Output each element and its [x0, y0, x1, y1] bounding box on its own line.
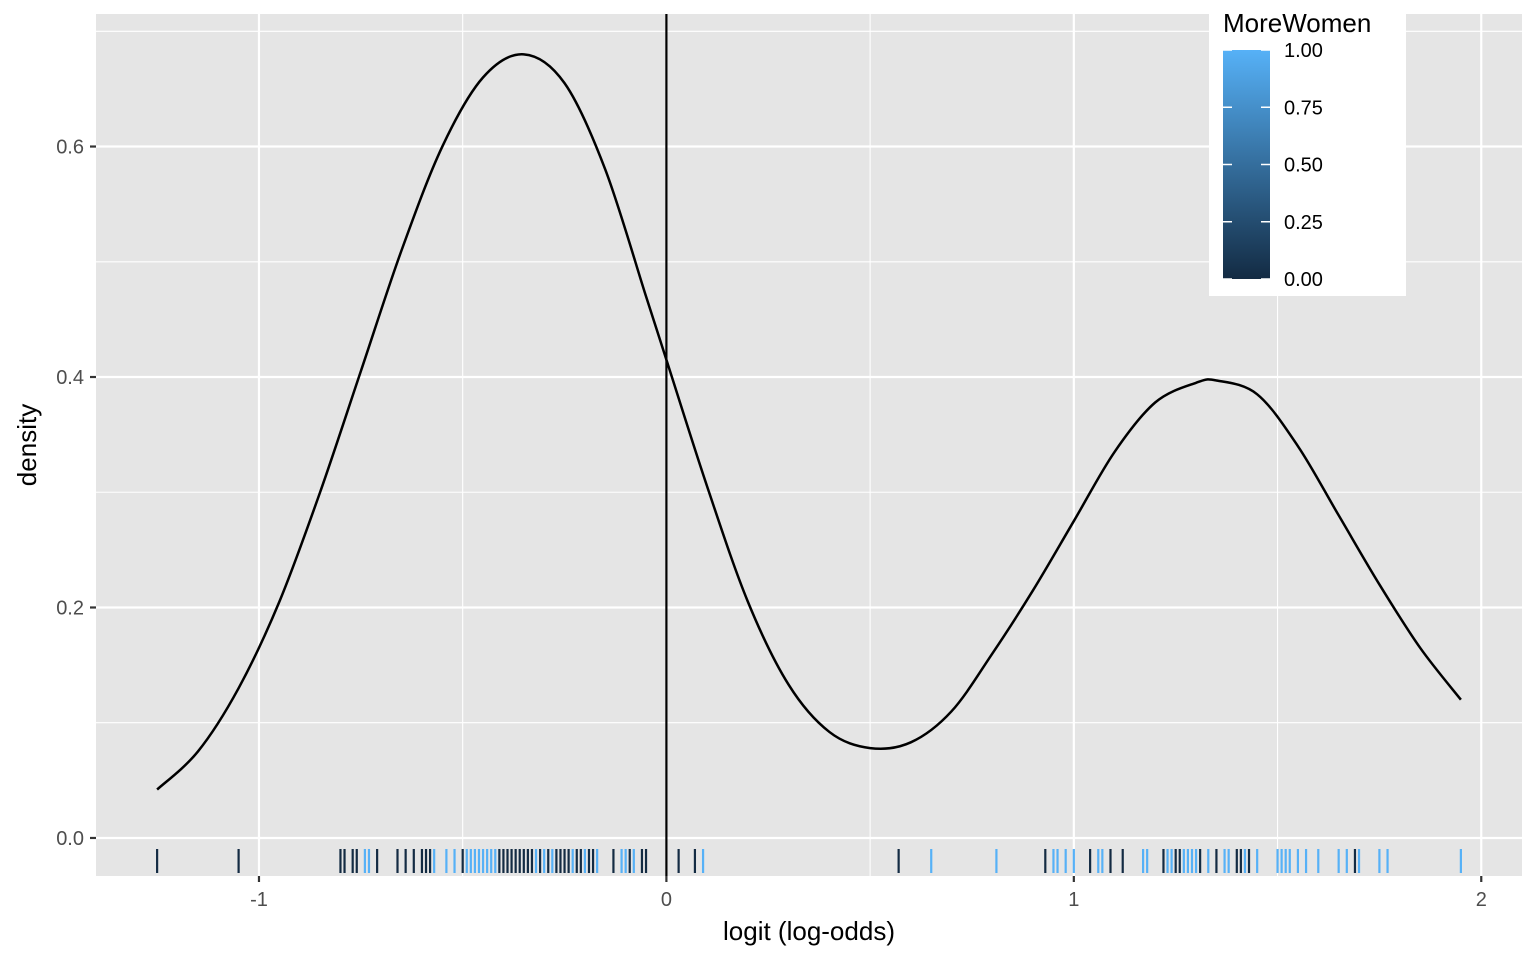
y-tick-label: 0.2 — [56, 597, 84, 619]
y-tick-label: 0.0 — [56, 828, 84, 850]
legend-tick-label: 0.25 — [1284, 212, 1323, 234]
legend-title: MoreWomen — [1223, 8, 1371, 38]
legend-tick-label: 0.00 — [1284, 269, 1323, 291]
legend: MoreWomen 1.00 0.75 0.50 0.25 0.00 — [1209, 6, 1406, 296]
y-tick-label: 0.4 — [56, 367, 84, 389]
x-tick-label: 0 — [661, 889, 672, 911]
x-tick-label: 2 — [1476, 889, 1487, 911]
x-tick-label: -1 — [250, 889, 268, 911]
x-axis-title: logit (log-odds) — [723, 916, 895, 946]
density-curve — [156, 53, 1462, 791]
legend-tick-label: 0.75 — [1284, 97, 1323, 119]
y-axis-ticks: 0.0 0.2 0.4 0.6 — [56, 137, 96, 850]
x-axis-ticks: -1 0 1 2 — [250, 876, 1487, 911]
legend-ticks: 1.00 0.75 0.50 0.25 0.00 — [1223, 40, 1323, 291]
y-axis-title: density — [12, 404, 42, 486]
x-tick-label: 1 — [1068, 889, 1079, 911]
rug-marks — [156, 849, 1462, 873]
y-tick-label: 0.6 — [56, 137, 84, 159]
legend-tick-label: 1.00 — [1284, 40, 1323, 62]
legend-tick-label: 0.50 — [1284, 155, 1323, 177]
